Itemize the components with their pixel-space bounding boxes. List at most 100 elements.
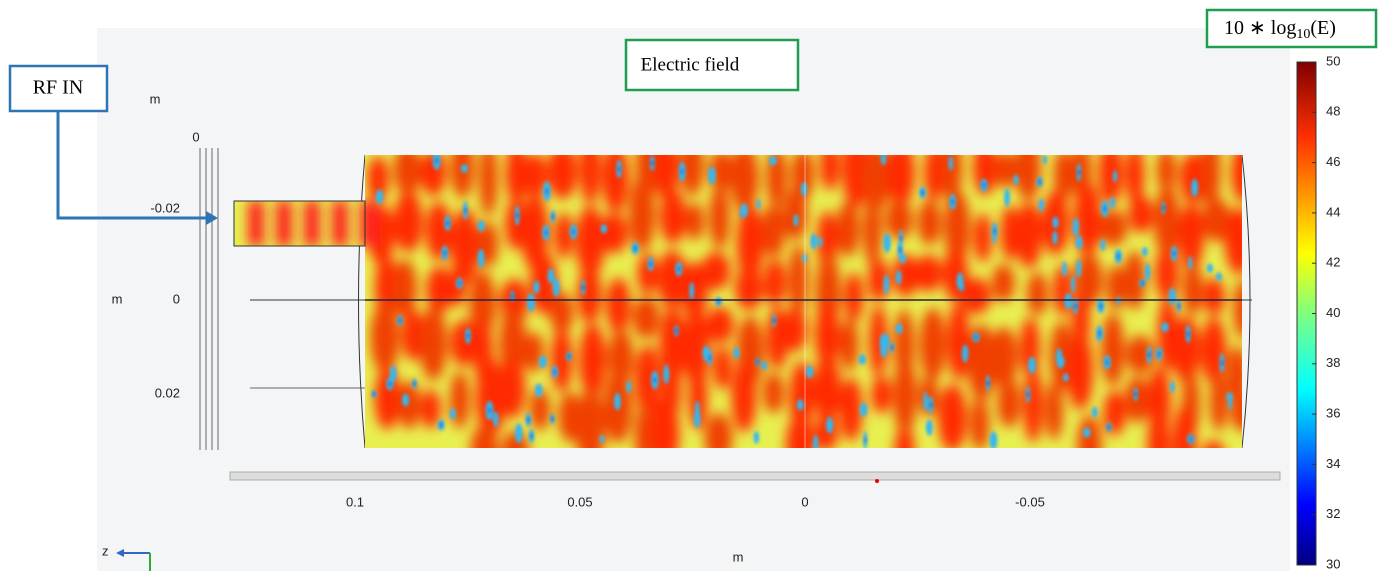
node bbox=[527, 417, 529, 423]
unit-label: m bbox=[112, 291, 123, 306]
node bbox=[952, 199, 954, 205]
node bbox=[572, 229, 574, 235]
node bbox=[948, 156, 953, 171]
node bbox=[546, 188, 548, 194]
hotspot bbox=[304, 201, 320, 246]
node bbox=[801, 182, 807, 196]
node bbox=[634, 245, 636, 251]
hotspot bbox=[992, 264, 1015, 302]
node bbox=[883, 233, 891, 253]
hotspot bbox=[276, 201, 292, 246]
hotspot bbox=[549, 292, 573, 333]
node bbox=[651, 160, 653, 166]
hotspot bbox=[499, 359, 525, 418]
node bbox=[551, 416, 553, 422]
node bbox=[1071, 275, 1075, 292]
hotspot bbox=[994, 151, 1017, 188]
node bbox=[864, 437, 866, 443]
node bbox=[1178, 303, 1180, 309]
node bbox=[1169, 288, 1176, 305]
node bbox=[962, 345, 969, 363]
node bbox=[1038, 199, 1044, 212]
node bbox=[1191, 179, 1198, 197]
node bbox=[899, 247, 901, 253]
node bbox=[1042, 155, 1047, 164]
node bbox=[527, 293, 535, 312]
label-part: 10 ∗ log bbox=[1224, 17, 1296, 39]
node bbox=[461, 164, 468, 172]
node bbox=[689, 282, 694, 299]
node bbox=[1004, 188, 1010, 206]
colorbar-tick-label: 38 bbox=[1326, 355, 1340, 370]
node bbox=[678, 266, 680, 272]
hotspot bbox=[1023, 366, 1043, 442]
hotspot bbox=[763, 372, 784, 413]
y-tick-label: -0.02 bbox=[150, 200, 180, 215]
node bbox=[600, 435, 605, 443]
node bbox=[957, 273, 964, 290]
hotspot bbox=[709, 185, 729, 249]
node bbox=[1190, 436, 1192, 442]
node bbox=[650, 261, 652, 267]
y-tick-label: 0 bbox=[173, 291, 180, 306]
node bbox=[860, 403, 868, 417]
hotspot bbox=[990, 327, 1019, 388]
x-tick-label: -0.05 bbox=[1015, 494, 1045, 509]
node bbox=[1100, 303, 1102, 309]
hotspot bbox=[1107, 265, 1125, 310]
hotspot bbox=[766, 147, 786, 208]
node bbox=[601, 224, 608, 233]
node bbox=[1027, 392, 1029, 398]
hotspot bbox=[713, 346, 731, 390]
hotspot bbox=[871, 376, 891, 414]
hotspot bbox=[1157, 149, 1176, 193]
node bbox=[983, 182, 985, 188]
x-tick-label: 0.1 bbox=[346, 494, 364, 509]
node bbox=[1076, 260, 1081, 278]
node bbox=[753, 431, 759, 444]
hotspot bbox=[914, 255, 942, 292]
node bbox=[930, 402, 932, 408]
colorbar-tick-label: 46 bbox=[1326, 154, 1340, 169]
node bbox=[582, 284, 584, 290]
hotspot bbox=[918, 200, 941, 245]
node bbox=[1063, 373, 1069, 381]
node bbox=[1135, 391, 1137, 397]
hotspot bbox=[633, 297, 660, 339]
node bbox=[797, 399, 804, 410]
hotspot bbox=[1101, 313, 1124, 386]
node bbox=[859, 354, 866, 364]
node bbox=[1141, 280, 1143, 286]
hotspot bbox=[844, 273, 863, 322]
node bbox=[1099, 331, 1101, 337]
triad-label: z bbox=[102, 543, 109, 558]
y-tick-label: 0.02 bbox=[155, 385, 180, 400]
unit-label: m bbox=[733, 549, 744, 564]
node bbox=[450, 408, 456, 420]
hotspot bbox=[863, 194, 881, 267]
hotspot bbox=[784, 307, 807, 352]
node bbox=[900, 235, 902, 241]
hotspot bbox=[1201, 317, 1227, 384]
colorbar-tick-label: 34 bbox=[1326, 456, 1340, 471]
node bbox=[568, 353, 570, 359]
node bbox=[1170, 381, 1175, 393]
hotspot bbox=[840, 319, 859, 371]
node bbox=[436, 158, 438, 164]
node bbox=[818, 236, 822, 247]
hotspot bbox=[920, 308, 946, 381]
hotspot bbox=[706, 307, 734, 344]
node bbox=[539, 355, 547, 367]
node bbox=[515, 423, 523, 443]
hotspot bbox=[660, 190, 686, 244]
node bbox=[1074, 303, 1076, 309]
node bbox=[773, 318, 775, 324]
label-part: (E) bbox=[1310, 17, 1336, 39]
node bbox=[793, 214, 798, 226]
node bbox=[489, 408, 491, 414]
hotspot bbox=[637, 254, 657, 295]
hotspot bbox=[974, 213, 992, 262]
node bbox=[923, 392, 928, 412]
node bbox=[1039, 179, 1041, 185]
node bbox=[1052, 231, 1057, 245]
